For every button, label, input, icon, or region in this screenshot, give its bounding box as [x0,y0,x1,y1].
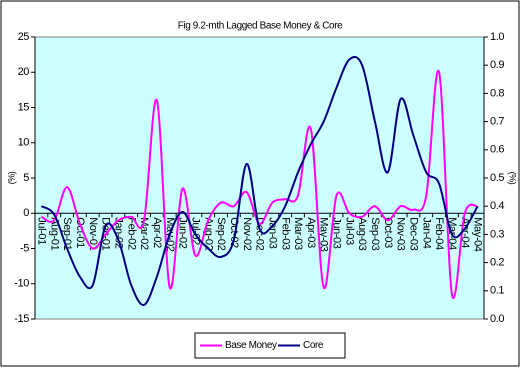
y2-tick-label: 0.3 [490,228,504,240]
x-tick-label: Feb-04 [433,217,445,250]
x-tick-label: Jun-02 [177,217,189,249]
legend-label: Core [303,340,324,351]
x-tick-label: Oct-02 [228,217,240,248]
x-tick-label: Apr-02 [151,217,163,248]
x-tick-label: Oct-01 [74,217,86,248]
series-line [40,69,479,299]
y-tick-label: -15 [14,313,29,325]
y-tick-label: -10 [14,278,29,290]
y2-tick-label: 0.5 [490,172,504,184]
plot-area [34,36,485,320]
y2-tick-label: 0.6 [490,144,504,156]
x-tick-label: Oct-03 [382,217,394,248]
x-tick-label: May-04 [472,217,484,252]
y-tick-label: 15 [18,101,30,113]
x-tick-label: Nov-03 [395,217,407,250]
x-tick-label: Dec-02 [254,217,266,250]
y-tick-label: 25 [18,31,30,43]
y2-tick-label: 0.8 [490,87,504,99]
y2-tick-label: 0.0 [490,313,504,325]
y2-axis-title: (%) [508,172,518,185]
series-line [40,55,479,306]
y2-tick-label: 0.7 [490,116,504,128]
x-tick-label: Mar-03 [292,217,304,250]
y-tick-label: 20 [18,66,30,78]
x-tick-label: Sep-02 [215,217,227,250]
y-tick-label: 0 [23,207,29,219]
x-tick-label: Mar-02 [138,217,150,250]
x-tick-label: Nov-02 [241,217,253,250]
x-tick-label: Aug-01 [48,217,60,250]
x-tick-label: Nov-01 [87,217,99,250]
y-tick-label: 5 [23,172,29,184]
y-tick-label: -5 [20,242,29,254]
y2-tick-label: 0.1 [490,285,504,297]
x-tick-label: May-03 [318,217,330,252]
x-tick-label: Dec-03 [408,217,420,250]
y2-tick-label: 0.4 [490,200,504,212]
x-tick-label: Aug-03 [356,217,368,250]
x-tick-label: Feb-03 [279,217,291,250]
x-tick-label: Sep-01 [61,217,73,250]
x-tick-label: Jun-03 [331,217,343,249]
x-tick-label: Jan-02 [112,217,124,249]
y2-tick-label: 0.2 [490,257,504,269]
y2-tick-label: 0.9 [490,59,504,71]
x-tick-label: Jan-03 [266,217,278,249]
y-tick-label: 10 [18,137,30,149]
x-tick-label: Jul-03 [343,217,355,245]
chart-title: Fig 9.2-mth Lagged Base Money & Core [178,21,343,32]
legend-label: Base Money [225,340,277,351]
x-tick-label: Jul-01 [36,217,48,245]
y-axis-title: (%) [6,171,16,184]
x-tick-label: Sep-03 [369,217,381,250]
x-tick-label: Apr-03 [305,217,317,248]
x-tick-label: Jan-04 [420,217,432,249]
y2-tick-label: 1.0 [490,31,504,43]
x-tick-label: Feb-02 [125,217,137,250]
